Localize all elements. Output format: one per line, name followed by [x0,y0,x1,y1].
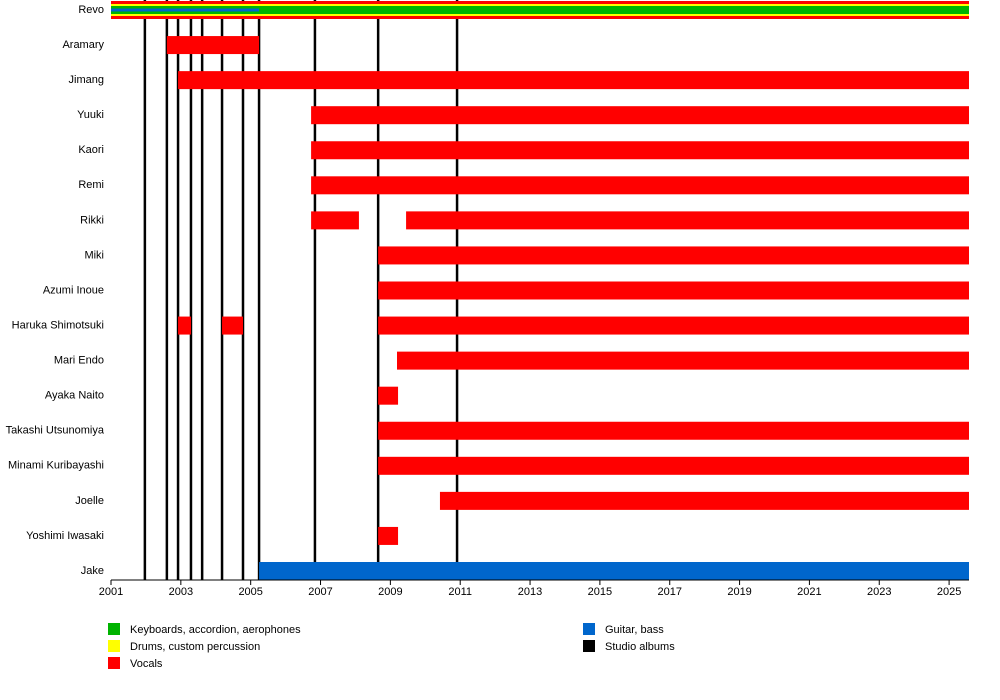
row-label: Takashi Utsunomiya [6,425,105,437]
bar [178,71,970,90]
row-label: Joelle [75,495,104,507]
row-label: Miki [84,249,104,261]
x-tick-label: 2007 [308,586,332,598]
x-tick-label: 2013 [518,586,542,598]
x-tick-label: 2021 [797,586,821,598]
legend-swatch [108,640,120,652]
row-label: Rikki [80,214,104,226]
bar [111,8,260,12]
x-tick-label: 2023 [867,586,891,598]
row-label: Mari Endo [54,355,104,367]
row-label: Haruka Shimotsuki [12,319,104,331]
bar [439,491,969,510]
x-tick-label: 2005 [238,586,262,598]
x-tick-label: 2019 [727,586,751,598]
row-label: Aramary [62,39,104,51]
legend-label: Vocals [130,658,163,670]
row-label: Jake [81,565,104,577]
row-label: Yuuki [77,109,104,121]
x-tick-label: 2001 [99,586,123,598]
legend-label: Guitar, bass [605,624,664,636]
legend-swatch [583,623,595,635]
bar [378,281,970,300]
bar [406,211,970,230]
row-label: Jimang [69,74,104,86]
bar [178,316,191,335]
x-tick-label: 2025 [937,586,961,598]
x-tick-label: 2015 [588,586,612,598]
bar [111,6,969,14]
bar [222,316,243,335]
row-label: Ayaka Naito [45,390,104,402]
legend-swatch [108,623,120,635]
legend-label: Studio albums [605,641,675,653]
legend-label: Drums, custom percussion [130,641,260,653]
row-label: Kaori [78,144,104,156]
bar [378,456,970,475]
row-label: Minami Kuribayashi [8,460,104,472]
bar [378,316,970,335]
legend-label: Keyboards, accordion, aerophones [130,624,301,636]
row-label: Azumi Inoue [43,284,104,296]
x-tick-label: 2009 [378,586,402,598]
legend-swatch [108,657,120,669]
bar [378,421,970,440]
legend-swatch [583,640,595,652]
row-label: Yoshimi Iwasaki [26,530,104,542]
bar [166,36,260,55]
bar [397,351,969,370]
bar [378,526,399,545]
x-tick-label: 2011 [448,586,472,598]
bar [311,211,359,230]
row-label: Remi [78,179,104,191]
bar [311,176,970,195]
bar [378,386,399,405]
row-label: Revo [78,4,104,16]
bar [259,562,970,580]
bar [378,246,970,265]
x-tick-label: 2003 [169,586,193,598]
bar [311,141,970,160]
x-tick-label: 2017 [657,586,681,598]
bar [311,106,970,125]
